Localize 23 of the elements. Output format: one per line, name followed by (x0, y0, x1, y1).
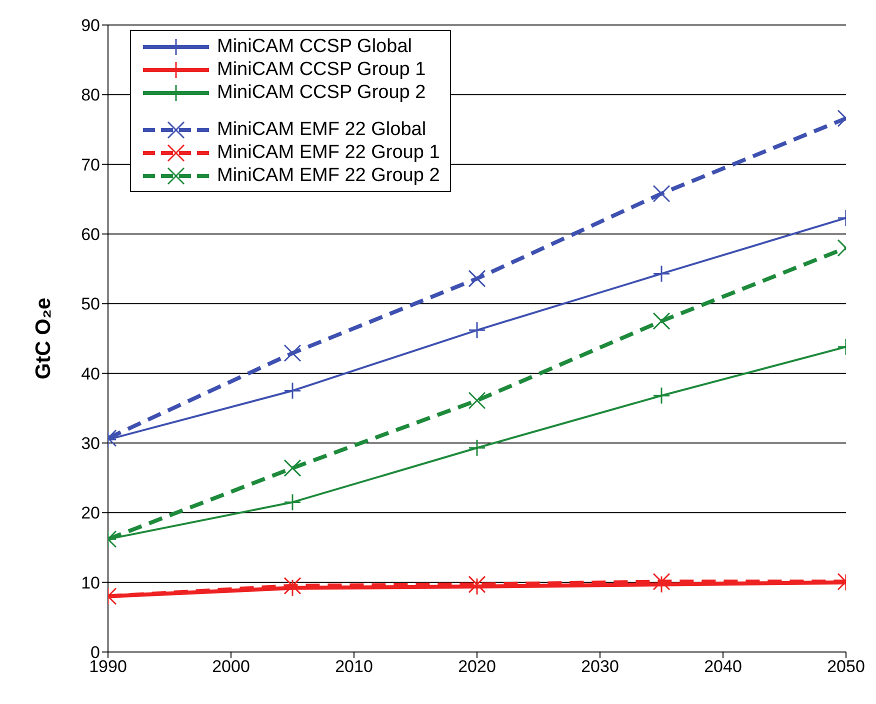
x-tick-label: 2050 (827, 657, 865, 676)
y-tick-label: 70 (81, 155, 100, 174)
legend-label: MiniCAM EMF 22 Global (217, 118, 426, 140)
legend-label: MiniCAM CCSP Group 2 (217, 82, 426, 104)
y-tick-label: 50 (81, 294, 100, 314)
x-tick-label: 2040 (704, 657, 742, 676)
legend-label: MiniCAM CCSP Global (217, 36, 412, 58)
x-tick-label: 2000 (212, 657, 250, 676)
y-tick-label: 80 (81, 86, 100, 105)
y-tick-label: 60 (81, 225, 100, 244)
y-axis-title: GtC O₂e (32, 298, 55, 380)
y-tick-label: 30 (81, 434, 100, 454)
x-tick-label: 2030 (581, 657, 619, 676)
legend-label: MiniCAM EMF 22 Group 2 (217, 164, 440, 186)
x-tick-label: 2010 (335, 657, 373, 676)
y-tick-label: 20 (81, 504, 100, 523)
y-tick-label: 40 (81, 364, 100, 384)
x-tick-label: 2020 (458, 657, 496, 676)
y-tick-label: 10 (81, 573, 100, 592)
legend-label: MiniCAM EMF 22 Group 1 (217, 142, 440, 164)
legend-label: MiniCAM CCSP Group 1 (217, 58, 426, 80)
y-tick-label: 90 (81, 16, 100, 36)
x-tick-label: 1990 (89, 657, 127, 676)
